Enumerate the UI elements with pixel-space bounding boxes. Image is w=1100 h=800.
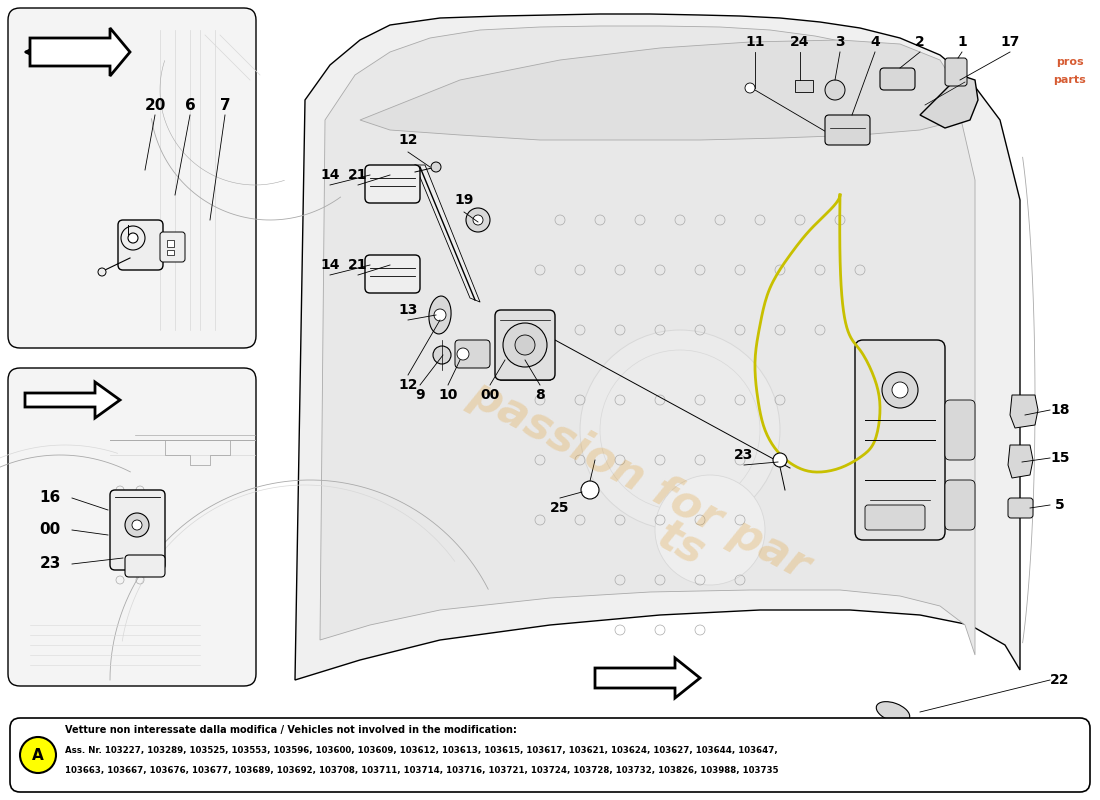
- Text: 2: 2: [915, 35, 925, 49]
- FancyBboxPatch shape: [865, 505, 925, 530]
- Text: 17: 17: [1000, 35, 1020, 49]
- Text: 14: 14: [320, 168, 340, 182]
- Text: 20: 20: [144, 98, 166, 113]
- Circle shape: [125, 513, 148, 537]
- Text: 19: 19: [454, 193, 474, 207]
- Polygon shape: [320, 26, 975, 655]
- Text: 22: 22: [1050, 673, 1069, 687]
- Circle shape: [892, 382, 907, 398]
- FancyBboxPatch shape: [365, 165, 420, 203]
- Circle shape: [773, 453, 786, 467]
- Text: 12: 12: [398, 133, 418, 147]
- Text: 11: 11: [746, 35, 764, 49]
- Text: parts: parts: [1054, 75, 1087, 85]
- Text: 8: 8: [535, 388, 544, 402]
- Polygon shape: [30, 28, 130, 76]
- Polygon shape: [295, 14, 1020, 680]
- Text: 6: 6: [185, 98, 196, 113]
- Circle shape: [434, 309, 446, 321]
- Text: 23: 23: [40, 557, 60, 571]
- Polygon shape: [595, 658, 700, 698]
- FancyBboxPatch shape: [455, 340, 490, 368]
- Circle shape: [98, 268, 106, 276]
- Circle shape: [431, 162, 441, 172]
- Text: 5: 5: [1055, 498, 1065, 512]
- FancyBboxPatch shape: [160, 232, 185, 262]
- Circle shape: [825, 80, 845, 100]
- Text: 14: 14: [320, 258, 340, 272]
- Circle shape: [20, 737, 56, 773]
- Text: 103663, 103667, 103676, 103677, 103689, 103692, 103708, 103711, 103714, 103716, : 103663, 103667, 103676, 103677, 103689, …: [65, 766, 779, 775]
- Text: 18: 18: [1050, 403, 1069, 417]
- Text: 7: 7: [220, 98, 230, 113]
- Bar: [167, 240, 174, 247]
- Text: 21: 21: [349, 258, 367, 272]
- Ellipse shape: [877, 702, 910, 722]
- Text: 23: 23: [735, 448, 754, 462]
- Polygon shape: [25, 382, 120, 418]
- FancyBboxPatch shape: [945, 58, 967, 86]
- Text: 16: 16: [40, 490, 60, 506]
- Ellipse shape: [429, 296, 451, 334]
- Text: 15: 15: [1050, 451, 1069, 465]
- Text: A: A: [32, 747, 44, 762]
- FancyBboxPatch shape: [125, 555, 165, 577]
- Text: 10: 10: [438, 388, 458, 402]
- Text: 00: 00: [40, 522, 60, 538]
- FancyBboxPatch shape: [118, 220, 163, 270]
- Text: Vetture non interessate dalla modifica / Vehicles not involved in the modificati: Vetture non interessate dalla modifica /…: [65, 725, 517, 735]
- Text: 21: 21: [349, 168, 367, 182]
- FancyBboxPatch shape: [880, 68, 915, 90]
- Text: 25: 25: [550, 501, 570, 515]
- Polygon shape: [1010, 395, 1038, 428]
- Circle shape: [882, 372, 918, 408]
- FancyBboxPatch shape: [8, 368, 256, 686]
- FancyBboxPatch shape: [8, 8, 256, 348]
- Text: 12: 12: [398, 378, 418, 392]
- Polygon shape: [920, 75, 978, 128]
- Circle shape: [580, 330, 780, 530]
- Circle shape: [473, 215, 483, 225]
- Text: 00: 00: [481, 388, 499, 402]
- FancyBboxPatch shape: [1008, 498, 1033, 518]
- FancyBboxPatch shape: [495, 310, 556, 380]
- Text: 1: 1: [957, 35, 967, 49]
- Text: 13: 13: [398, 303, 418, 317]
- Circle shape: [128, 233, 138, 243]
- Text: 4: 4: [870, 35, 880, 49]
- FancyBboxPatch shape: [365, 255, 420, 293]
- Polygon shape: [360, 40, 965, 140]
- Circle shape: [456, 348, 469, 360]
- Text: 24: 24: [790, 35, 810, 49]
- Circle shape: [466, 208, 490, 232]
- Circle shape: [745, 83, 755, 93]
- Polygon shape: [1008, 445, 1033, 478]
- FancyBboxPatch shape: [945, 400, 975, 460]
- FancyBboxPatch shape: [945, 480, 975, 530]
- Bar: [167, 250, 174, 255]
- Bar: [795, 80, 813, 92]
- FancyBboxPatch shape: [855, 340, 945, 540]
- Circle shape: [132, 520, 142, 530]
- Text: passion for par: passion for par: [462, 372, 817, 588]
- Text: ts: ts: [649, 515, 712, 575]
- FancyBboxPatch shape: [825, 115, 870, 145]
- Circle shape: [581, 481, 600, 499]
- Text: Ass. Nr. 103227, 103289, 103525, 103553, 103596, 103600, 103609, 103612, 103613,: Ass. Nr. 103227, 103289, 103525, 103553,…: [65, 746, 778, 755]
- Circle shape: [515, 335, 535, 355]
- Polygon shape: [415, 165, 480, 302]
- Text: pros: pros: [1056, 57, 1084, 67]
- Circle shape: [654, 475, 764, 585]
- Circle shape: [121, 226, 145, 250]
- FancyBboxPatch shape: [110, 490, 165, 570]
- Circle shape: [433, 346, 451, 364]
- Text: 3: 3: [835, 35, 845, 49]
- Circle shape: [503, 323, 547, 367]
- Text: 9: 9: [415, 388, 425, 402]
- FancyBboxPatch shape: [10, 718, 1090, 792]
